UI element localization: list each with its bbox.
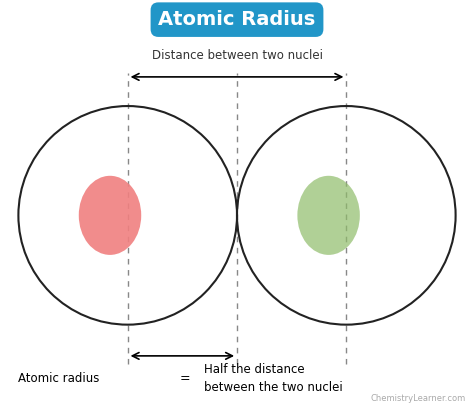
Ellipse shape [297,176,360,255]
Text: Atomic radius: Atomic radius [18,372,100,385]
Text: Half the distance
between the two nuclei: Half the distance between the two nuclei [204,363,342,394]
Ellipse shape [79,176,141,255]
Text: Distance between two nuclei: Distance between two nuclei [152,49,322,62]
Text: =: = [180,372,190,385]
Text: ChemistryLearner.com: ChemistryLearner.com [371,394,466,403]
Text: Atomic Radius: Atomic Radius [158,10,316,29]
